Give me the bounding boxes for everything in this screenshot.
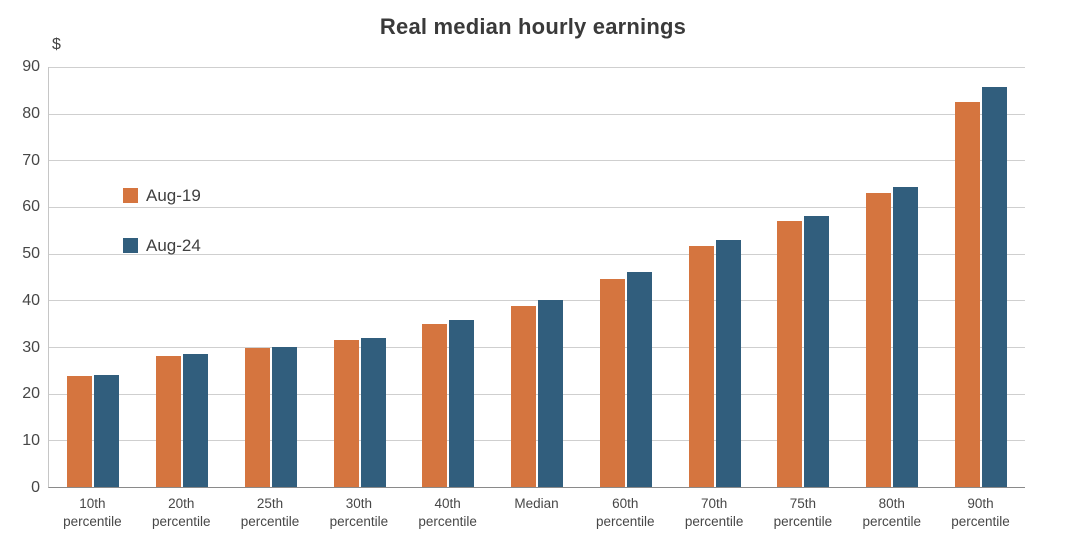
bar-aug-24 xyxy=(183,354,209,487)
y-axis-tick-labels: 90 80 70 60 50 40 30 20 10 0 xyxy=(0,58,40,496)
y-tick-label: 20 xyxy=(22,385,40,403)
bar-group-25th-percentile xyxy=(226,67,315,487)
bar-groups xyxy=(49,67,1025,487)
y-tick-label: 40 xyxy=(22,291,40,309)
bar-aug-19 xyxy=(333,340,359,487)
gridline-40 xyxy=(49,300,1025,302)
y-tick-label: 30 xyxy=(22,338,40,356)
gridline-80 xyxy=(49,113,1025,115)
y-tick-label: 70 xyxy=(22,151,40,169)
bar-group-40th-percentile xyxy=(404,67,493,487)
bar-aug-24 xyxy=(360,338,386,487)
legend-label: Aug-19 xyxy=(146,185,201,205)
gridline-30 xyxy=(49,346,1025,348)
y-tick-label: 60 xyxy=(22,198,40,216)
y-tick-label: 10 xyxy=(22,432,40,450)
x-axis-label: 80th percentile xyxy=(862,496,921,529)
bar-aug-24 xyxy=(538,300,564,487)
bar-aug-24 xyxy=(981,87,1007,487)
plot-area: Aug-19 Aug-24 xyxy=(48,67,1025,488)
x-axis-label: 70th percentile xyxy=(684,496,744,529)
x-axis-label: 90th percentile xyxy=(951,496,1010,529)
bar-aug-24 xyxy=(449,320,475,487)
legend: Aug-19 Aug-24 xyxy=(123,185,201,288)
bar-group-30th-percentile xyxy=(315,67,404,487)
bar-aug-19 xyxy=(688,246,714,487)
legend-label: Aug-24 xyxy=(146,235,201,255)
bar-aug-19 xyxy=(865,193,891,487)
bar-aug-19 xyxy=(422,324,448,487)
bar-aug-24 xyxy=(892,187,918,487)
bar-group-75th-percentile xyxy=(759,67,848,487)
legend-swatch-aug-19-icon xyxy=(123,188,138,203)
bar-aug-19 xyxy=(599,278,625,487)
legend-swatch-aug-24-icon xyxy=(123,238,138,253)
x-axis-label: 30th percentile xyxy=(329,496,389,529)
x-axis-labels: 10th percentile 20th percentile 25th percenti… xyxy=(48,495,1025,531)
x-axis-label: 10th percentile xyxy=(63,496,122,529)
bar-aug-24 xyxy=(804,215,830,487)
bar-group-90th-percentile xyxy=(936,67,1025,487)
gridline-60 xyxy=(49,206,1025,208)
bar-aug-19 xyxy=(511,305,537,487)
bar-aug-24 xyxy=(626,271,652,487)
y-tick-label: 0 xyxy=(31,479,40,496)
gridline-10 xyxy=(49,440,1025,442)
bar-aug-24 xyxy=(715,239,741,487)
bar-aug-19 xyxy=(954,102,980,487)
x-axis-label: 75th percentile xyxy=(773,496,833,529)
gridline-70 xyxy=(49,160,1025,162)
bar-group-20th-percentile xyxy=(138,67,227,487)
bar-aug-19 xyxy=(244,347,270,487)
gridline-50 xyxy=(49,253,1025,255)
x-axis-label: 25th percentile xyxy=(240,496,300,529)
y-tick-label: 90 xyxy=(22,58,40,75)
bar-aug-24 xyxy=(271,347,297,487)
legend-entry-aug-19: Aug-19 xyxy=(123,185,201,205)
bar-group-median xyxy=(493,67,582,487)
bar-group-70th-percentile xyxy=(670,67,759,487)
bar-aug-24 xyxy=(94,374,120,487)
bar-aug-19 xyxy=(67,375,93,487)
x-axis-label: 20th percentile xyxy=(151,496,211,529)
bar-group-80th-percentile xyxy=(848,67,937,487)
bar-aug-19 xyxy=(777,221,803,487)
bar-group-10th-percentile xyxy=(49,67,138,487)
gridline-20 xyxy=(49,393,1025,395)
y-tick-label: 80 xyxy=(22,104,40,122)
legend-entry-aug-24: Aug-24 xyxy=(123,235,201,255)
x-axis-label: 60th percentile xyxy=(596,496,655,529)
y-axis-unit-label: $ xyxy=(52,36,61,53)
bar-aug-19 xyxy=(156,356,182,487)
bar-group-60th-percentile xyxy=(581,67,670,487)
x-axis-label: 40th percentile xyxy=(418,496,477,529)
y-tick-label: 50 xyxy=(22,245,40,263)
gridline-90 xyxy=(49,67,1025,68)
chart-title: Real median hourly earnings xyxy=(379,14,687,39)
x-axis-label: Median xyxy=(514,496,559,511)
